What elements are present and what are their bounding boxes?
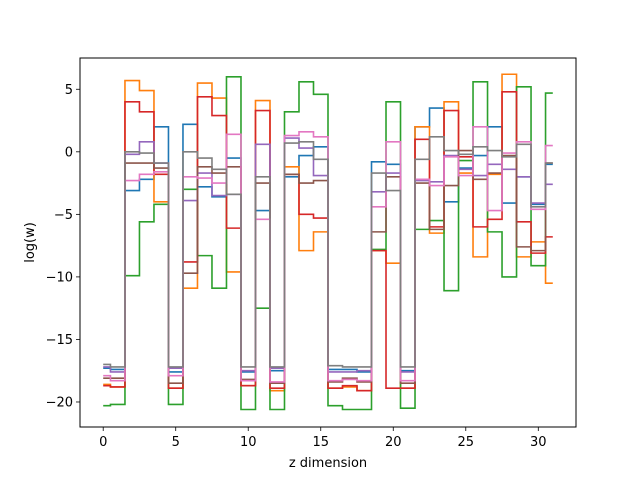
series-line-8 <box>103 136 553 368</box>
plot-frame <box>79 57 577 428</box>
plot-area <box>79 57 577 428</box>
x-tick-label: 5 <box>172 435 180 450</box>
x-axis-ticks: 0 5 10 15 20 25 30 <box>99 427 547 450</box>
x-tick-label: 0 <box>99 435 107 450</box>
y-axis-label: log(w) <box>23 222 38 263</box>
y-tick-label: −5 <box>54 208 73 223</box>
y-tick-label: −10 <box>46 270 73 285</box>
x-axis-label: z dimension <box>289 456 367 471</box>
x-tick-label: 25 <box>458 435 475 450</box>
x-tick-label: 15 <box>312 435 329 450</box>
y-tick-label: −15 <box>46 333 73 348</box>
x-tick-label: 10 <box>240 435 257 450</box>
y-tick-label: −20 <box>46 395 73 410</box>
series-group <box>103 73 553 411</box>
series-line-6 <box>103 149 553 385</box>
series-line-3 <box>103 75 553 411</box>
y-axis-ticks: 5 0 −5 −10 −15 −20 <box>46 83 80 410</box>
y-tick-label: 0 <box>65 145 73 160</box>
y-tick-label: 5 <box>65 83 73 98</box>
x-tick-label: 30 <box>530 435 547 450</box>
x-tick-label: 20 <box>385 435 402 450</box>
